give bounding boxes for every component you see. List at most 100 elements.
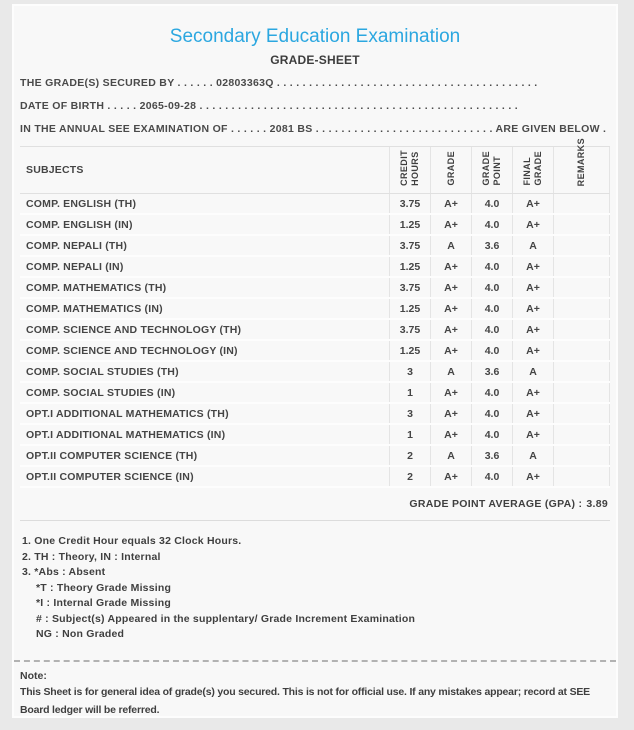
credit-hours-cell: 1.25	[389, 257, 430, 276]
remarks-cell	[553, 425, 610, 444]
final-grade-cell: A+	[512, 194, 553, 213]
final-grade-cell: A+	[512, 383, 553, 402]
grade-point-cell: 4.0	[471, 383, 512, 402]
remarks-cell	[553, 278, 610, 297]
remarks-cell	[553, 446, 610, 465]
final-grade-cell: A+	[512, 299, 553, 318]
table-header-row: SUBJECTS CREDIT HOURS GRADE GRADE POINT …	[20, 138, 610, 194]
final-grade-cell: A+	[512, 215, 553, 234]
credit-hours-cell: 1	[389, 425, 430, 444]
footnote-line: *T : Theory Grade Missing	[36, 581, 172, 594]
subject-cell: COMP. ENGLISH (TH)	[26, 197, 137, 210]
footnote-line: # : Subject(s) Appeared in the supplenta…	[36, 612, 416, 625]
credit-hours-cell: 3	[389, 362, 430, 381]
footnote-line: 1. One Credit Hour equals 32 Clock Hours…	[22, 535, 242, 547]
subject-cell: COMP. MATHEMATICS (TH)	[26, 281, 167, 294]
footnotes: 1. One Credit Hour equals 32 Clock Hours…	[14, 521, 616, 643]
grade-cell: A+	[430, 467, 471, 486]
credit-hours-cell: 1.25	[389, 299, 430, 318]
table-row: COMP. NEPALI (IN) 1.25 A+ 4.0 A+	[20, 257, 610, 278]
col-header-grade-point: GRADE POINT	[471, 147, 512, 193]
table-body: COMP. ENGLISH (TH) 3.75 A+ 4.0 A+ COMP. …	[20, 194, 610, 488]
subject-cell: COMP. SCIENCE AND TECHNOLOGY (TH)	[26, 323, 242, 336]
subject-cell: COMP. SCIENCE AND TECHNOLOGY (IN)	[26, 344, 238, 357]
table-row: COMP. SCIENCE AND TECHNOLOGY (TH) 3.75 A…	[20, 320, 610, 341]
subject-cell: OPT.I ADDITIONAL MATHEMATICS (TH)	[26, 407, 229, 420]
remarks-cell	[553, 341, 610, 360]
note-text: This Sheet is for general idea of grade(…	[20, 685, 590, 716]
gpa-row: GRADE POINT AVERAGE (GPA) : 3.89	[20, 488, 610, 521]
footnote-line: 3. *Abs : Absent	[22, 566, 106, 578]
table-row: COMP. NEPALI (TH) 3.75 A 3.6 A	[20, 236, 610, 257]
footnote-line: NG : Non Graded	[36, 628, 125, 640]
subject-cell: COMP. MATHEMATICS (IN)	[26, 302, 163, 315]
grade-cell: A+	[430, 215, 471, 234]
table-row: OPT.I ADDITIONAL MATHEMATICS (IN) 1 A+ 4…	[20, 425, 610, 446]
subject-cell: COMP. SOCIAL STUDIES (IN)	[26, 386, 176, 399]
student-info-block: THE GRADE(S) SECURED BY . . . . . . 0280…	[20, 77, 610, 136]
credit-hours-cell: 3.75	[389, 236, 430, 255]
subject-cell: OPT.I ADDITIONAL MATHEMATICS (IN)	[26, 428, 226, 441]
info-line-exam-year: IN THE ANNUAL SEE EXAMINATION OF . . . .…	[20, 123, 610, 135]
subject-cell: COMP. SOCIAL STUDIES (TH)	[26, 365, 179, 378]
subject-cell: OPT.II COMPUTER SCIENCE (TH)	[26, 449, 198, 462]
grade-cell: A+	[430, 341, 471, 360]
remarks-cell	[553, 467, 610, 486]
table-row: OPT.II COMPUTER SCIENCE (TH) 2 A 3.6 A	[20, 446, 610, 467]
info-line-secured-by: THE GRADE(S) SECURED BY . . . . . . 0280…	[20, 77, 538, 89]
remarks-cell	[553, 194, 610, 213]
grade-point-cell: 3.6	[471, 446, 512, 465]
final-grade-cell: A+	[512, 278, 553, 297]
table-row: OPT.I ADDITIONAL MATHEMATICS (TH) 3 A+ 4…	[20, 404, 610, 425]
col-header-grade: GRADE	[430, 147, 471, 193]
grade-sheet-card: Secondary Education Examination GRADE-SH…	[12, 4, 618, 718]
credit-hours-cell: 3.75	[389, 194, 430, 213]
credit-hours-cell: 1.25	[389, 215, 430, 234]
final-grade-cell: A	[512, 362, 553, 381]
grade-cell: A+	[430, 320, 471, 339]
grade-cell: A	[430, 236, 471, 255]
grade-point-cell: 4.0	[471, 341, 512, 360]
note-block: Note: This Sheet is for general idea of …	[14, 662, 616, 719]
remarks-cell	[553, 320, 610, 339]
final-grade-cell: A+	[512, 257, 553, 276]
col-header-subjects: SUBJECTS	[26, 164, 84, 176]
table-row: COMP. MATHEMATICS (TH) 3.75 A+ 4.0 A+	[20, 278, 610, 299]
grade-cell: A+	[430, 194, 471, 213]
remarks-cell	[553, 257, 610, 276]
grade-cell: A+	[430, 404, 471, 423]
gpa-value: 3.89	[586, 498, 608, 510]
grade-cell: A	[430, 362, 471, 381]
grade-cell: A+	[430, 383, 471, 402]
grade-cell: A+	[430, 257, 471, 276]
table-row: COMP. ENGLISH (TH) 3.75 A+ 4.0 A+	[20, 194, 610, 215]
final-grade-cell: A+	[512, 320, 553, 339]
grade-cell: A+	[430, 278, 471, 297]
credit-hours-cell: 2	[389, 446, 430, 465]
final-grade-cell: A+	[512, 467, 553, 486]
credit-hours-cell: 1.25	[389, 341, 430, 360]
credit-hours-cell: 3	[389, 404, 430, 423]
grade-point-cell: 4.0	[471, 278, 512, 297]
note-label: Note:	[20, 669, 47, 682]
grade-point-cell: 4.0	[471, 404, 512, 423]
info-line-date-of-birth: DATE OF BIRTH . . . . . 2065-09-28 . . .…	[20, 100, 519, 112]
grade-point-cell: 4.0	[471, 257, 512, 276]
remarks-cell	[553, 236, 610, 255]
grade-point-cell: 4.0	[471, 320, 512, 339]
credit-hours-cell: 3.75	[389, 278, 430, 297]
grade-point-cell: 4.0	[471, 215, 512, 234]
col-header-remarks: REMARKS	[553, 138, 610, 193]
grade-point-cell: 4.0	[471, 299, 512, 318]
dashed-divider	[14, 659, 616, 662]
table-row: COMP. MATHEMATICS (IN) 1.25 A+ 4.0 A+	[20, 299, 610, 320]
grade-cell: A+	[430, 299, 471, 318]
grade-cell: A	[430, 446, 471, 465]
subject-cell: COMP. ENGLISH (IN)	[26, 218, 133, 231]
gpa-label: GRADE POINT AVERAGE (GPA) :	[409, 498, 583, 510]
grade-point-cell: 3.6	[471, 362, 512, 381]
table-row: COMP. SOCIAL STUDIES (TH) 3 A 3.6 A	[20, 362, 610, 383]
credit-hours-cell: 3.75	[389, 320, 430, 339]
final-grade-cell: A	[512, 446, 553, 465]
remarks-cell	[553, 383, 610, 402]
